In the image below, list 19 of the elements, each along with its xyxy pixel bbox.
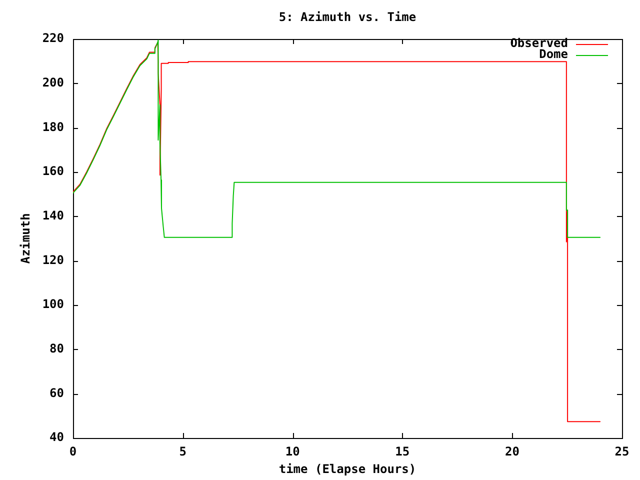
y-axis-title: Azimuth	[18, 213, 32, 264]
y-tick-label: 100	[42, 297, 64, 312]
y-tick-label: 160	[42, 164, 64, 178]
y-tick-label: 140	[42, 208, 64, 222]
y-tick-label: 200	[42, 75, 64, 90]
y-tick-label: 40	[50, 430, 64, 444]
y-tick-label: 220	[42, 31, 64, 46]
x-tick-label: 25	[614, 444, 630, 458]
x-tick-label: 0	[69, 444, 77, 458]
y-tick-label: 60	[50, 386, 64, 400]
chart-title: 5: Azimuth vs. Time	[278, 10, 416, 24]
x-tick-label: 15	[395, 444, 410, 458]
x-axis-title: time (Elapse Hours)	[278, 462, 416, 476]
x-tick-label: 20	[504, 444, 520, 458]
y-tick-label: 120	[42, 252, 64, 267]
y-tick-label: 80	[50, 341, 64, 356]
x-tick-label: 10	[285, 444, 300, 458]
x-tick-label: 5	[179, 444, 186, 458]
y-tick-label: 180	[42, 120, 64, 134]
